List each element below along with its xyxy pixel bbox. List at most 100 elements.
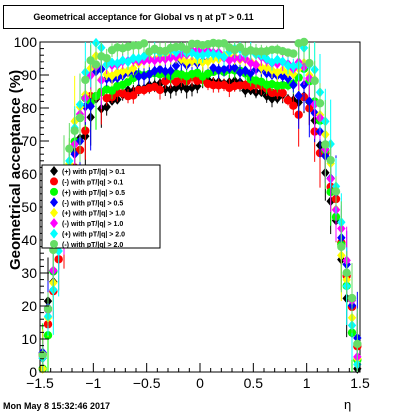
data-point [129,91,138,100]
data-point [171,82,181,93]
x-tick-label: 0 [196,375,204,391]
data-point [321,140,330,149]
data-point [129,63,138,74]
legend: (+) with pT/|q| > 0.1 (-) with pT/|q| > 0… [41,164,161,249]
legend-label: (+) with pT/|q| > 0.1 [62,169,125,176]
data-point [347,293,357,303]
y-tick-label: 40 [21,232,37,248]
y-tick-label: 0 [29,364,37,380]
x-tick-label: −1.5 [26,375,54,391]
legend-marker [50,197,58,208]
data-point [182,56,191,67]
x-tick-label: −0.5 [133,375,161,391]
data-point [219,51,229,63]
data-point [102,101,111,112]
data-point [203,48,213,59]
legend-marker [50,177,58,186]
data-point [289,68,298,80]
data-point [182,45,191,54]
data-point [145,69,154,80]
legend-marker [50,228,58,239]
data-point [283,60,293,71]
data-point [289,49,298,58]
data-point [299,37,309,47]
data-point [118,66,127,77]
x-tick-label: 1.5 [350,375,370,391]
data-point [129,53,138,64]
data-point [166,52,175,63]
data-point [91,60,101,69]
data-point [171,60,181,71]
data-point [155,64,165,75]
axes-layer: 0 10 20 30 40 50 60 70 80 90 100 −1.5 −1 −0.5 0 0.5 1 1.5 [14,34,370,391]
data-point [134,71,143,82]
data-point [315,99,325,108]
data-point [198,50,207,61]
data-point [70,126,79,135]
data-point [123,56,133,67]
data-point [171,47,181,58]
x-tick-label: 0.5 [244,375,264,391]
data-point [187,55,197,66]
legend-box [41,164,161,249]
legend-marker [50,207,58,218]
data-point [337,242,346,252]
y-tick-label: 30 [21,265,37,281]
data-point [81,75,90,85]
data-point [209,49,218,60]
data-point [81,126,90,135]
data-point [214,64,223,75]
legend-label: (-) with pT/|q| > 1.0 [62,221,123,228]
data-point [289,101,298,110]
data-point [102,69,111,80]
data-point [65,144,74,153]
y-axis-label: Geometrical acceptance (%) [7,70,24,270]
legend-marker [50,166,58,176]
data-point [118,55,127,66]
data-point [38,350,47,360]
data-point [342,268,351,278]
data-point [294,90,303,101]
data-point [139,70,149,82]
series-layer [38,37,362,374]
data-point [203,56,213,67]
legend-marker [50,187,58,196]
y-tick-label: 90 [21,67,37,83]
data-point [230,62,239,73]
legend-label: (-) with pT/|q| > 0.1 [62,179,123,186]
legend-label: (+) with pT/|q| > 1.0 [62,211,125,218]
data-point [278,88,287,98]
data-point [166,65,175,76]
y-tick-label: 20 [21,298,37,314]
data-point [305,58,314,68]
y-tick-label: 10 [21,331,37,347]
data-point [283,96,293,105]
data-point [331,187,341,196]
y-tick-label: 60 [21,166,37,182]
data-point [241,65,250,76]
data-point [235,67,245,78]
legend-marker [50,240,58,248]
data-point [289,61,298,72]
y-tick-label: 70 [21,133,37,149]
data-point [283,73,293,84]
data-point [310,76,319,86]
data-point [251,59,261,70]
data-point [182,83,191,94]
data-point [75,113,85,122]
x-tick-label: 1 [303,375,311,391]
data-point [353,339,362,349]
data-point [102,53,111,63]
data-point [187,47,197,58]
legend-label: (-) with pT/|q| > 2.0 [62,242,123,249]
legend-label: (-) with pT/|q| > 0.5 [62,200,123,207]
data-point [193,50,202,61]
timestamp: Mon May 8 15:32:46 2017 [3,401,111,411]
data-point [289,79,298,91]
data-point [139,39,149,48]
legend-marker [50,218,58,229]
data-point [43,304,53,314]
data-point [123,65,133,76]
data-point [187,82,197,93]
